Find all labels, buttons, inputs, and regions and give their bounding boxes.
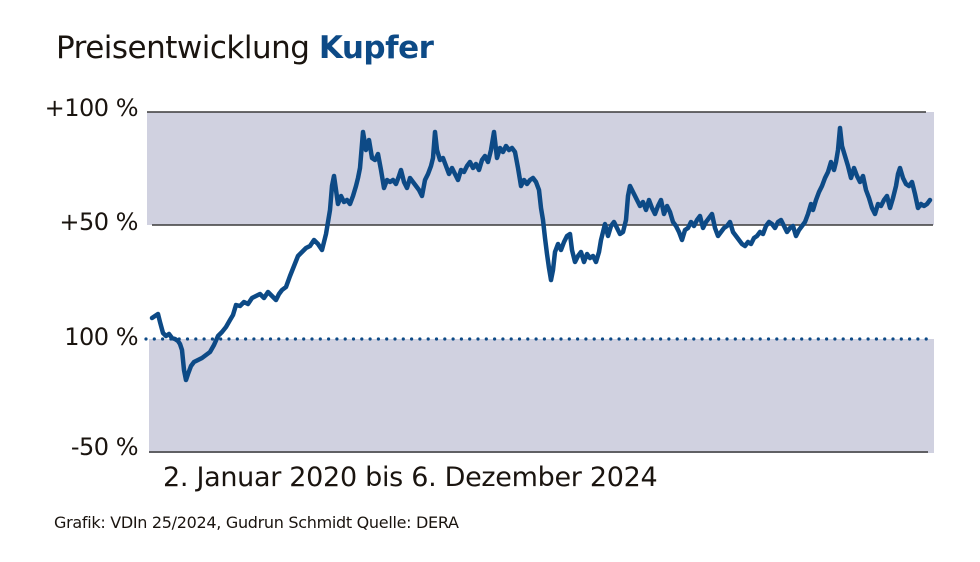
band-lower [149, 339, 934, 453]
copper-price-line [149, 125, 933, 383]
source-credit: Grafik: VDIn 25/2024, Gudrun Schmidt Que… [54, 513, 459, 532]
y-tick-label-baseline: 100 % [64, 323, 138, 351]
title-prefix: Preisentwicklung [56, 30, 310, 66]
y-tick-label-plus100: +100 % [44, 94, 139, 122]
y-tick-label-plus50: +50 % [59, 208, 138, 236]
title-accent: Kupfer [318, 30, 434, 66]
y-tick-label-minus50: -50 % [70, 433, 139, 461]
chart-title: Preisentwicklung Kupfer [56, 30, 434, 66]
date-range-label: 2. Januar 2020 bis 6. Dezember 2024 [163, 462, 658, 493]
